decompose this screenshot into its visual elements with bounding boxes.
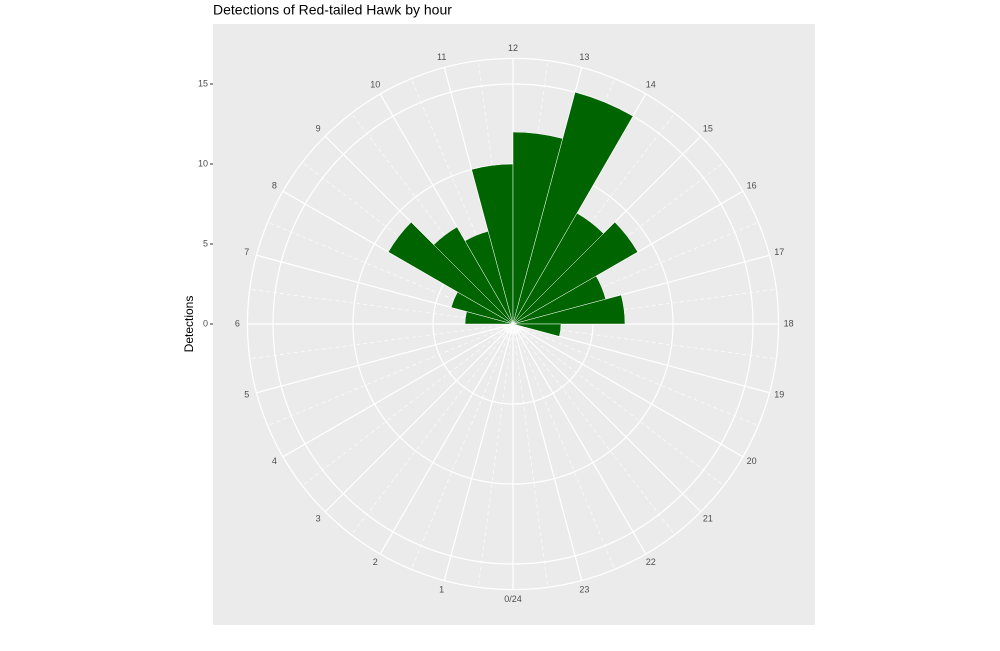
minor-spoke <box>512 323 615 570</box>
x-tick-label: 11 <box>437 52 446 62</box>
x-tick-label: 10 <box>370 80 380 90</box>
y-tick-label: 5 <box>203 238 208 248</box>
bar <box>512 221 639 325</box>
x-tick-label: 14 <box>646 80 656 90</box>
grid-spoke <box>256 323 514 394</box>
minor-spoke <box>302 323 514 486</box>
x-tick-label: 19 <box>774 390 784 400</box>
minor-spoke <box>351 323 514 535</box>
minor-spoke <box>512 323 548 588</box>
x-tick-label: 20 <box>747 456 757 466</box>
x-tick-label: 13 <box>579 52 589 62</box>
x-tick-label: 23 <box>579 585 589 595</box>
minor-spoke <box>512 323 759 426</box>
x-tick-label: 9 <box>316 123 321 133</box>
x-tick-label: 21 <box>703 513 713 523</box>
y-tick-label: 15 <box>198 78 208 88</box>
minor-spoke <box>249 323 514 359</box>
grid-spoke <box>512 323 702 513</box>
bar <box>512 91 634 325</box>
grid-spoke <box>379 323 514 555</box>
y-tick-label: 0 <box>203 318 208 328</box>
x-tick-label: 2 <box>373 557 378 567</box>
x-tick-label: 5 <box>244 390 249 400</box>
y-tick-label: 10 <box>198 158 208 168</box>
x-tick-label: 7 <box>244 247 249 257</box>
bar <box>387 221 514 325</box>
bar <box>512 323 562 337</box>
x-tick-label: 15 <box>703 123 713 133</box>
x-tick-label: 18 <box>784 318 794 328</box>
minor-spoke <box>512 323 724 486</box>
grid-spoke <box>282 323 514 458</box>
x-tick-label: 6 <box>235 318 240 328</box>
grid-spoke <box>512 323 744 458</box>
bar <box>433 226 514 325</box>
x-tick-label: 1 <box>439 585 444 595</box>
minor-spoke <box>478 323 514 588</box>
x-tick-label: 22 <box>646 557 656 567</box>
bar <box>512 294 626 325</box>
x-tick-label: 3 <box>316 513 321 523</box>
y-axis-label: Detections <box>182 296 196 353</box>
x-tick-label: 8 <box>272 181 277 191</box>
grid-spoke <box>512 323 647 555</box>
x-tick-label: 17 <box>774 247 784 257</box>
x-tick-label: 0/24 <box>504 594 522 604</box>
grid-spoke <box>512 323 583 581</box>
x-tick-label: 12 <box>508 43 518 53</box>
minor-spoke <box>512 323 675 535</box>
minor-spoke <box>411 323 514 570</box>
minor-spoke <box>267 323 514 426</box>
x-tick-label: 4 <box>272 456 277 466</box>
x-tick-label: 16 <box>747 181 757 191</box>
chart-title: Detections of Red-tailed Hawk by hour <box>213 2 452 18</box>
grid-spoke <box>324 323 514 513</box>
grid-spoke <box>443 323 514 581</box>
